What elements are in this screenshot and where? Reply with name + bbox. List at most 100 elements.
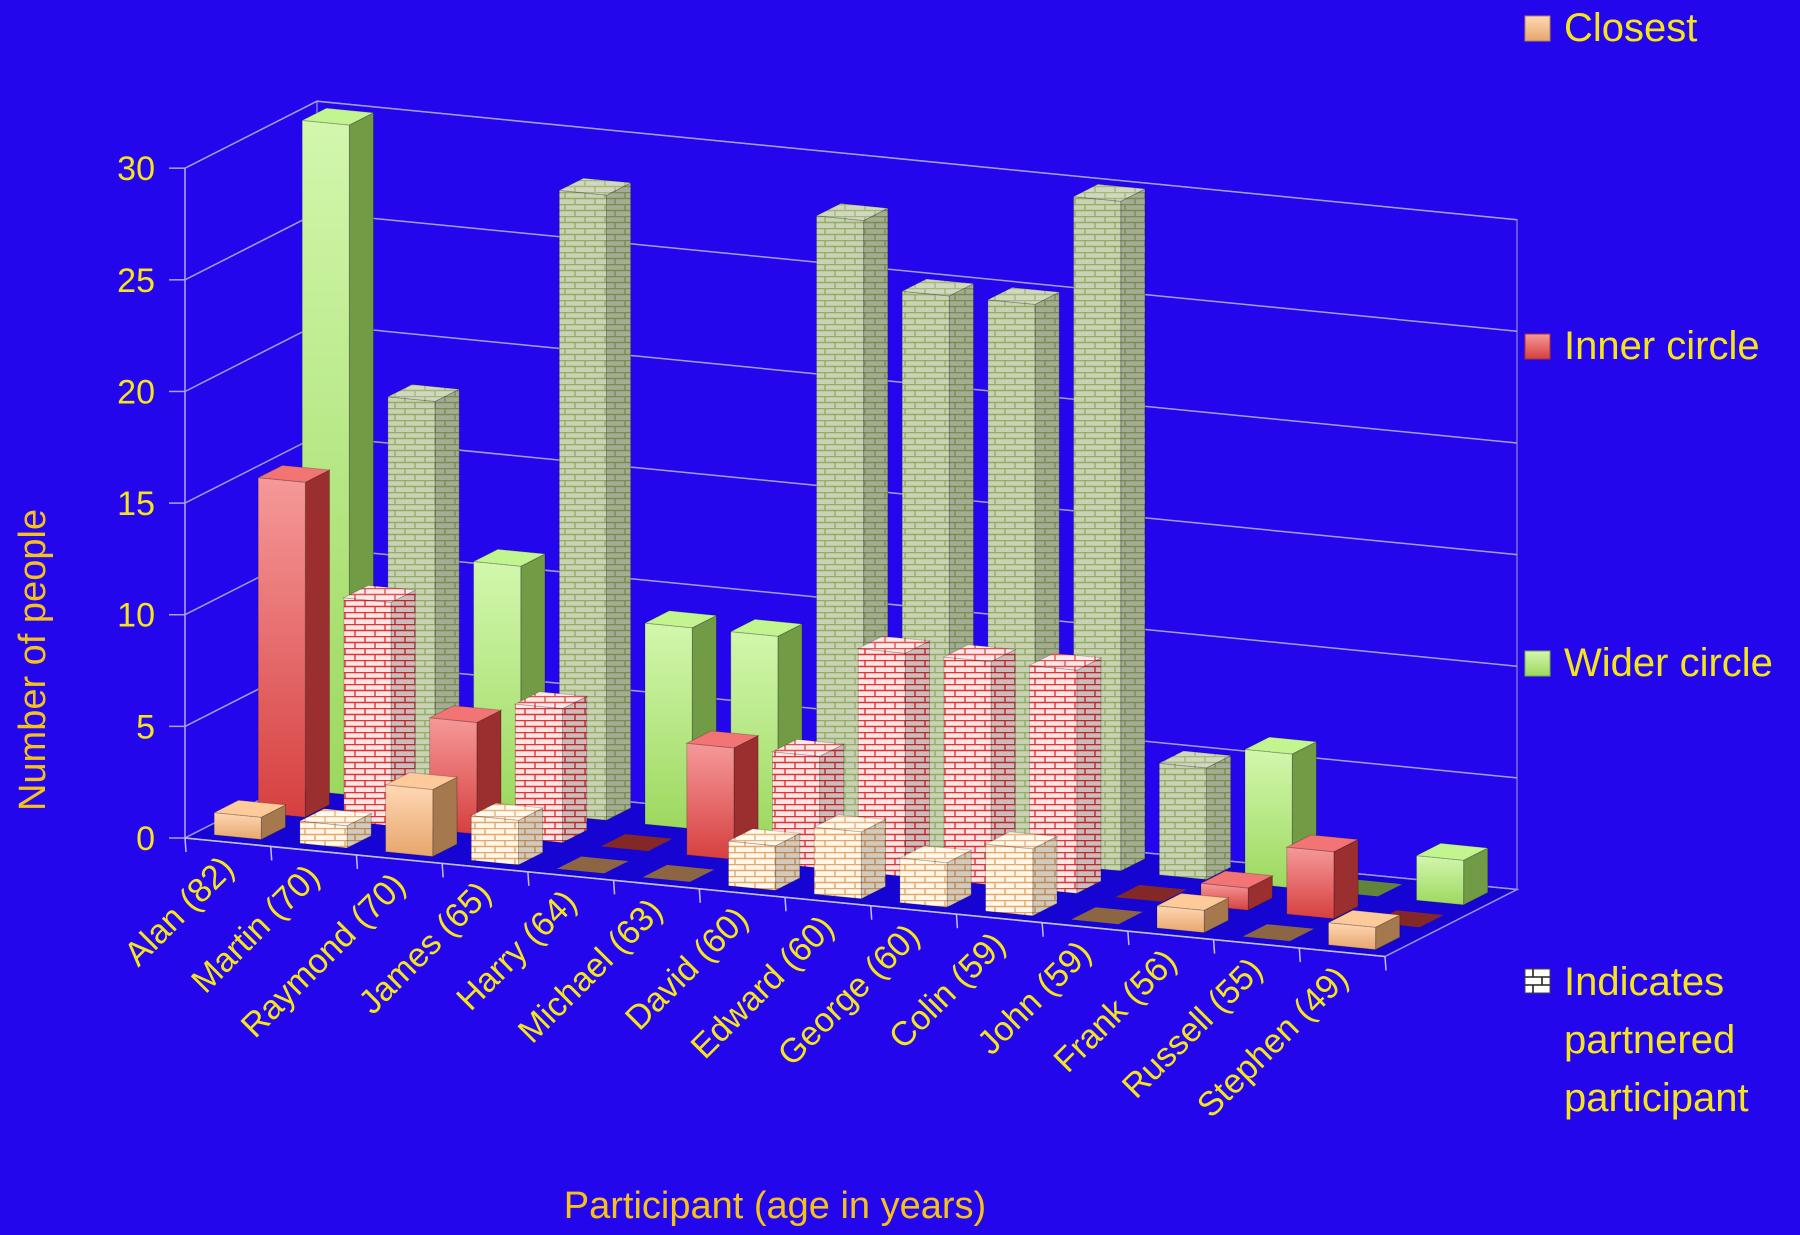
bar-front	[686, 742, 735, 861]
bar-side-shade	[775, 833, 800, 891]
bar-top	[557, 177, 633, 196]
x-tick	[269, 846, 273, 861]
bar-side-shade	[1032, 836, 1057, 916]
bar-top-shade	[985, 831, 1057, 849]
bar	[942, 644, 1017, 886]
x-tick	[1384, 956, 1387, 971]
x-tick	[869, 905, 873, 920]
bar-marks	[212, 107, 1490, 951]
bar-side-shade	[1120, 188, 1145, 871]
x-tick	[184, 837, 187, 853]
x-tick	[1212, 939, 1216, 954]
bar-top	[729, 618, 804, 637]
bar-side-shade	[905, 640, 930, 877]
bar-side-shade	[518, 808, 543, 865]
bar-top	[770, 738, 846, 757]
bar-top	[342, 584, 417, 603]
bar-top	[300, 107, 376, 126]
bar-top	[643, 610, 719, 629]
bar-top	[812, 814, 888, 833]
bar-top	[1285, 834, 1360, 853]
bar-side-shade	[1076, 657, 1101, 894]
legend-swatch	[1524, 333, 1551, 360]
bar-top	[513, 691, 589, 710]
x-tick	[441, 863, 444, 878]
x-tick-label: Raymond (70)	[234, 866, 413, 1045]
bar	[212, 799, 288, 841]
bar-front	[1416, 855, 1465, 906]
bar-front	[813, 826, 862, 900]
bar-side-shade	[861, 819, 886, 899]
bar-top-shade	[943, 644, 1016, 662]
bar-front	[343, 597, 392, 827]
bar	[1155, 892, 1231, 934]
bar-side-shade	[391, 590, 416, 826]
bar-side-shade	[435, 389, 460, 804]
legend-swatch	[1524, 650, 1551, 677]
bar-top-shade	[387, 384, 460, 402]
bar-top	[1071, 183, 1147, 202]
bar-front	[1286, 846, 1335, 920]
legend-brick-swatch	[1524, 968, 1551, 994]
bar-front	[385, 784, 434, 858]
bar	[383, 771, 459, 858]
bar	[1242, 924, 1315, 942]
x-tick	[1298, 947, 1302, 963]
bar-top-shade	[299, 808, 372, 826]
legend-item: Wider circle	[1524, 641, 1773, 685]
bar	[469, 802, 545, 866]
bar-top	[1157, 750, 1233, 769]
y-axis: 0 5 10 15 20 25 30	[117, 150, 186, 858]
bar	[898, 845, 973, 909]
bar-base	[1071, 907, 1143, 925]
bar	[983, 831, 1059, 917]
bar	[726, 828, 802, 892]
bar	[557, 177, 633, 822]
bar-base	[601, 834, 673, 852]
bar	[342, 584, 417, 827]
bar-top	[685, 730, 760, 749]
bar-top-shade	[816, 203, 888, 221]
x-tick	[955, 914, 959, 929]
bar-top	[469, 802, 545, 821]
bar	[1115, 884, 1187, 902]
y-tick-label: 25	[117, 262, 155, 300]
bar-top-shade	[1073, 184, 1145, 202]
bar	[812, 814, 888, 900]
legend-swatch	[1524, 15, 1551, 42]
bar	[1071, 907, 1143, 925]
bar	[1243, 736, 1319, 889]
bar	[256, 464, 332, 819]
bar-top	[856, 635, 932, 654]
legend: Closest Inner circle Wider circle Indicates…	[1524, 6, 1773, 1120]
bar	[1414, 842, 1490, 906]
y-tick-label: 5	[136, 708, 155, 746]
legend-label: Inner circle	[1564, 324, 1760, 368]
bar-front	[899, 857, 948, 908]
bar-top	[1326, 909, 1402, 928]
bar-side-shade	[562, 696, 587, 843]
bar	[298, 808, 373, 849]
bar-top	[427, 705, 503, 724]
bar-top	[386, 383, 461, 402]
legend-item: Inner circle	[1524, 324, 1760, 368]
x-tick	[355, 854, 359, 869]
bar-side	[1333, 838, 1359, 920]
bar-top	[1155, 892, 1231, 911]
x-tick	[612, 880, 616, 895]
bar-top	[471, 548, 547, 567]
x-tick	[698, 888, 702, 903]
bar-side	[304, 469, 330, 819]
bar-side-shade	[606, 182, 631, 821]
y-tick-label: 30	[117, 150, 155, 188]
x-axis-title: Participant (age in years)	[564, 1185, 986, 1227]
bar	[642, 864, 715, 882]
legend-item-partnered: Indicates partnered participant	[1524, 960, 1749, 1120]
bar-top-shade	[1029, 653, 1101, 671]
bar-top	[986, 286, 1061, 305]
bar	[1285, 834, 1360, 920]
bar-top-shade	[902, 279, 974, 296]
bar-base	[1115, 884, 1187, 902]
